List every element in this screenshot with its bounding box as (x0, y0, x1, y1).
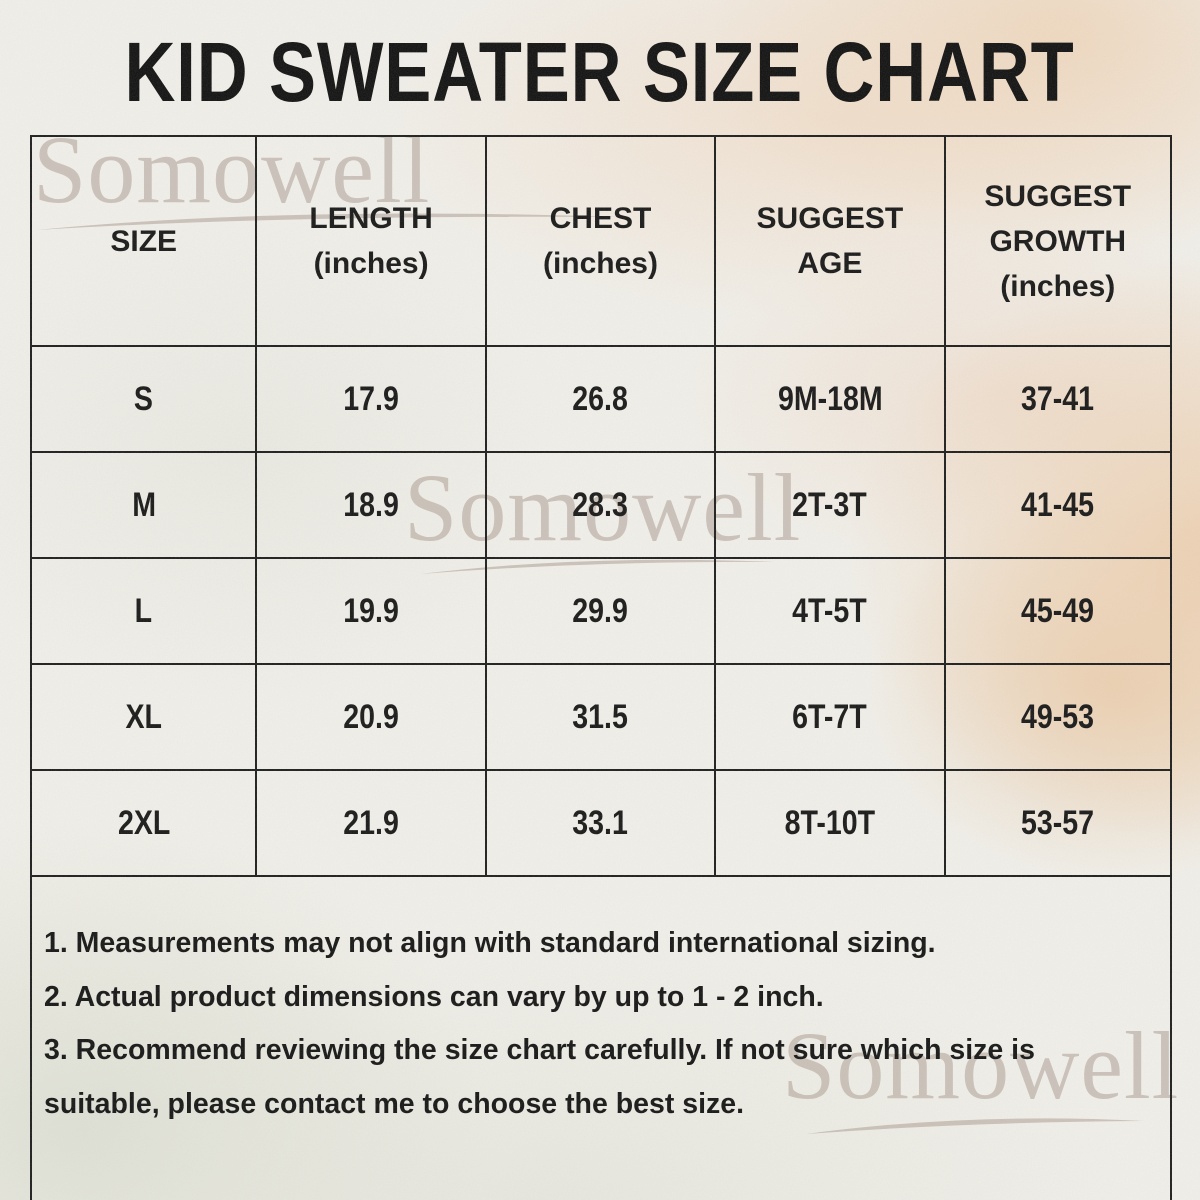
age-cell: 9M-18M (714, 345, 946, 453)
length-cell: 20.9 (255, 663, 487, 771)
growth-cell: 53-57 (943, 769, 1173, 877)
size-cell: M (29, 451, 258, 559)
size-column-header: SIZE (29, 135, 258, 347)
page-title-wrap: KID SWEATER SIZE CHART (0, 24, 1200, 121)
suggest-age-column-header: SUGGEST AGE (714, 135, 946, 347)
growth-cell: 41-45 (943, 451, 1173, 559)
table-row-2xl: 2XL 21.9 33.1 8T-10T 53-57 (29, 769, 1173, 877)
growth-cell: 45-49 (943, 557, 1173, 665)
age-cell: 6T-7T (714, 663, 946, 771)
note-2: 2. Actual product dimensions can vary by… (44, 980, 824, 1013)
length-cell: 18.9 (255, 451, 487, 559)
length-cell: 21.9 (255, 769, 487, 877)
age-cell: 4T-5T (714, 557, 946, 665)
suggest-growth-column-header: SUGGEST GROWTH (inches) (943, 135, 1173, 347)
table-row-l: L 19.9 29.9 4T-5T 45-49 (29, 557, 1173, 665)
chest-cell: 28.3 (484, 451, 717, 559)
size-cell: XL (29, 663, 258, 771)
growth-cell: 49-53 (943, 663, 1173, 771)
table-row-xl: XL 20.9 31.5 6T-7T 49-53 (29, 663, 1173, 771)
growth-cell: 37-41 (943, 345, 1173, 453)
age-cell: 8T-10T (714, 769, 946, 877)
chest-cell: 31.5 (484, 663, 717, 771)
header-row: SIZE LENGTH (inches) CHEST (inches) SUGG… (29, 135, 1173, 347)
length-cell: 17.9 (255, 345, 487, 453)
length-column-header: LENGTH (inches) (255, 135, 487, 347)
page-title: KID SWEATER SIZE CHART (124, 25, 1076, 119)
size-cell: 2XL (29, 769, 258, 877)
chest-cell: 33.1 (484, 769, 717, 877)
table-row-m: M 18.9 28.3 2T-3T 41-45 (29, 451, 1173, 559)
notes-row: 1. Measurements may not align with stand… (30, 875, 1172, 1200)
age-cell: 2T-3T (714, 451, 946, 559)
notes-cell: 1. Measurements may not align with stand… (30, 875, 1172, 1200)
size-cell: L (29, 557, 258, 665)
chest-cell: 26.8 (484, 345, 717, 453)
length-cell: 19.9 (255, 557, 487, 665)
size-cell: S (29, 345, 258, 453)
note-1: 1. Measurements may not align with stand… (44, 927, 936, 959)
chest-column-header: CHEST (inches) (484, 135, 717, 347)
chest-cell: 29.9 (484, 557, 717, 665)
size-chart-table: SIZE LENGTH (inches) CHEST (inches) SUGG… (29, 135, 1173, 1200)
note-3: 3. Recommend reviewing the size chart ca… (44, 1034, 1035, 1120)
table-row-s: S 17.9 26.8 9M-18M 37-41 (29, 345, 1173, 453)
